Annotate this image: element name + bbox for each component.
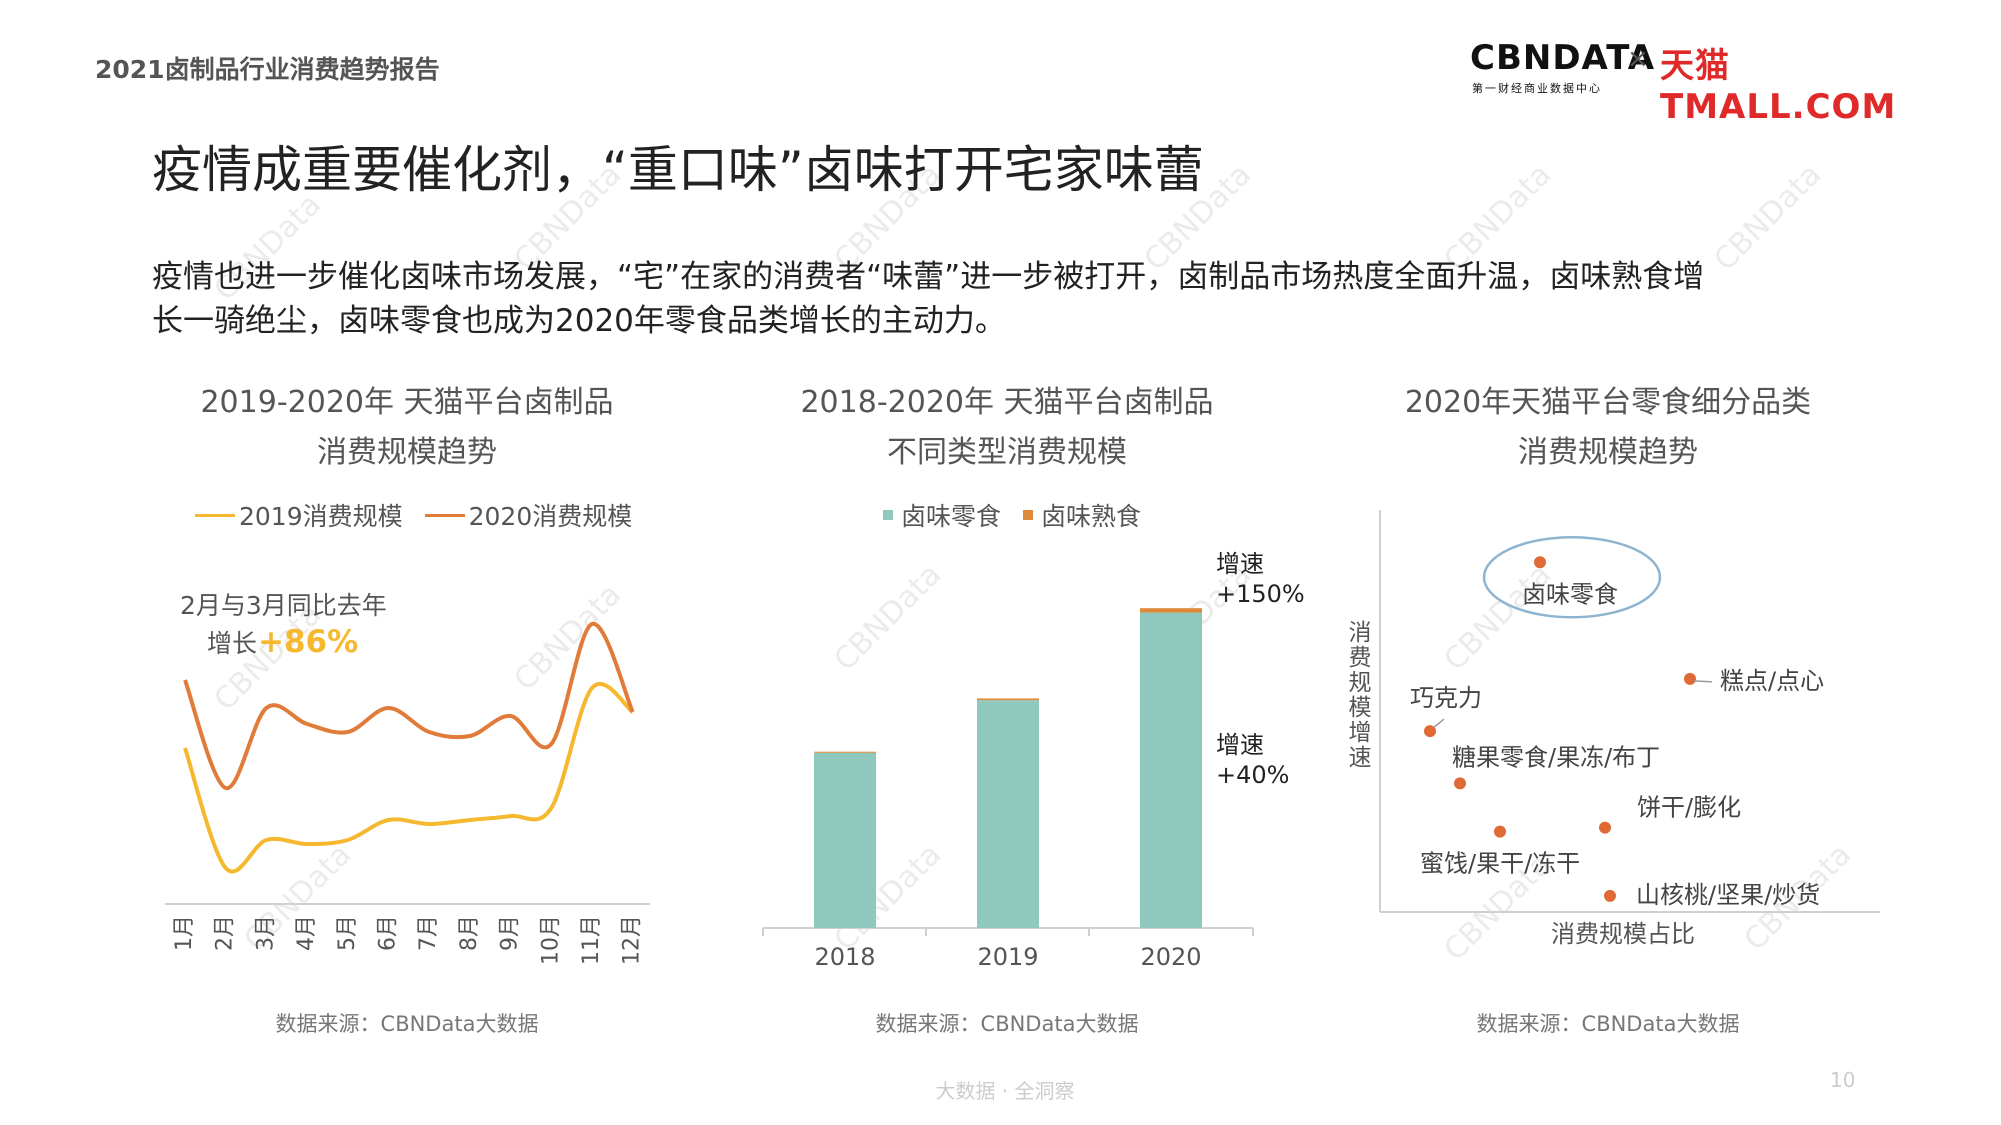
line-annotation-line-2: 增长 xyxy=(207,629,257,658)
bar-卤味零食-2020 xyxy=(1140,612,1202,928)
x-tick-label: 2019 xyxy=(977,943,1038,971)
x-tick-label: 11月 xyxy=(579,915,604,965)
x-tick-label: 1月 xyxy=(172,915,197,951)
scatter-y-label-char: 费 xyxy=(1349,645,1372,671)
page-title: 疫情成重要催化剂，“重口味”卤味打开宅家味蕾 xyxy=(152,141,1204,199)
line-annotation-value: +86% xyxy=(258,624,358,660)
bar-annotation-bottom-value: +40% xyxy=(1216,761,1289,789)
line-chart-title-line-1: 2019-2020年 天猫平台卤制品 xyxy=(200,385,614,420)
scatter-point-label: 蜜饯/果干/冻干 xyxy=(1420,850,1580,878)
bar-chart-title: 2018-2020年 天猫平台卤制品 不同类型消费规模 xyxy=(757,378,1257,478)
line-chart-legend: 2019消费规模 2020消费规模 xyxy=(195,497,654,533)
bar-chart-title-line-2: 不同类型消费规模 xyxy=(887,435,1127,470)
scatter-leader-line xyxy=(1432,718,1445,729)
scatter-chart-title: 2020年天猫平台零食细分品类 消费规模趋势 xyxy=(1358,378,1858,478)
bar-卤味零食-2018 xyxy=(814,752,876,928)
legend-item-cooked: 卤味熟食 xyxy=(1023,497,1141,533)
logo-separator: × xyxy=(1627,44,1649,74)
legend-label-snack: 卤味零食 xyxy=(901,502,1002,531)
scatter-point-label: 糕点/点心 xyxy=(1720,667,1824,695)
x-tick-label: 2018 xyxy=(814,943,875,971)
scatter-leader-line xyxy=(1693,680,1713,683)
x-tick-label: 6月 xyxy=(376,915,401,951)
scatter-point-label: 山核桃/坚果/炒货 xyxy=(1636,881,1820,909)
scatter-point-label: 糖果零食/果冻/布丁 xyxy=(1452,743,1660,771)
legend-swatch-2019 xyxy=(195,513,235,517)
scatter-point xyxy=(1604,889,1616,902)
scatter-chart-source: 数据来源：CBNData大数据 xyxy=(1476,1012,1740,1036)
footer-slogan: 大数据 · 全洞察 xyxy=(935,1079,1075,1103)
scatter-point xyxy=(1599,821,1611,834)
scatter-y-label-char: 规 xyxy=(1349,670,1372,696)
x-tick-label: 12月 xyxy=(620,915,645,965)
legend-label-cooked: 卤味熟食 xyxy=(1041,502,1142,531)
scatter-x-label: 消费规模占比 xyxy=(1551,920,1695,948)
scatter-y-label-char: 模 xyxy=(1349,695,1372,721)
legend-item-2019: 2019消费规模 xyxy=(195,497,403,533)
scatter-chart-title-line-1: 2020年天猫平台零食细分品类 xyxy=(1404,385,1812,420)
x-tick-label: 10月 xyxy=(538,915,563,965)
x-tick-label: 2020 xyxy=(1140,943,1201,971)
line-annotation-line-1: 2月与3月同比去年 xyxy=(180,591,387,620)
x-tick-label: 2月 xyxy=(213,915,238,951)
bar-annotation-top-value: +150% xyxy=(1216,580,1305,608)
scatter-y-label-char: 增 xyxy=(1349,720,1372,746)
scatter-point xyxy=(1454,777,1466,790)
legend-swatch-snack xyxy=(883,510,893,520)
highlight-ellipse xyxy=(1482,536,1662,619)
subtitle-line-2: 长一骑绝尘，卤味零食也成为2020年零食品类增长的主动力。 xyxy=(152,303,1006,339)
legend-item-2020: 2020消费规模 xyxy=(424,497,633,533)
brand-logos: CBNDATA 第一财经商业数据中心 × 天猫TMALL.COM xyxy=(1470,38,1910,127)
legend-item-snack: 卤味零食 xyxy=(883,497,1001,533)
bar-chart: 增速 +150% 增速 +40% 2018 2019 2020 xyxy=(762,550,1305,971)
line-series-2020消费规模 xyxy=(183,622,635,790)
bar-卤味零食-2019 xyxy=(977,700,1039,928)
line-series-2019消费规模 xyxy=(183,682,635,874)
legend-swatch-2020 xyxy=(424,513,465,517)
scatter-point-label: 巧克力 xyxy=(1410,684,1482,712)
x-tick-label: 7月 xyxy=(416,915,441,951)
bar-chart-source: 数据来源：CBNData大数据 xyxy=(875,1012,1139,1036)
legend-swatch-cooked xyxy=(1023,510,1034,520)
x-tick-label: 8月 xyxy=(457,915,482,951)
page-number: 10 xyxy=(1830,1068,1856,1092)
bar-chart-title-line-1: 2018-2020年 天猫平台卤制品 xyxy=(800,385,1214,420)
line-chart-source: 数据来源：CBNData大数据 xyxy=(275,1012,539,1036)
bar-annotation-top-label: 增速 xyxy=(1216,550,1264,578)
line-chart: 2月与3月同比去年 增长 +86% 1月 2月 3月 4月 5月 6月 7月 8月 9月 10月 1… xyxy=(165,591,650,965)
x-tick-label: 3月 xyxy=(253,915,278,951)
x-tick-label: 5月 xyxy=(335,915,360,951)
scatter-y-label-char: 速 xyxy=(1349,745,1372,771)
scatter-point xyxy=(1494,825,1506,838)
x-tick-label: 4月 xyxy=(294,915,319,951)
legend-label-2020: 2020消费规模 xyxy=(468,502,633,531)
bar-卤味熟食-2018 xyxy=(814,751,876,753)
scatter-point xyxy=(1534,556,1546,569)
page-subtitle: 疫情也进一步催化卤味市场发展，“宅”在家的消费者“味蕾”进一步被打开，卤制品市场… xyxy=(152,255,1872,343)
bar-chart-legend: 卤味零食 卤味熟食 xyxy=(883,497,1163,533)
scatter-point-label: 卤味零食 xyxy=(1522,580,1618,608)
scatter-point xyxy=(1684,672,1696,685)
tmall-logo: 天猫TMALL.COM xyxy=(1660,46,1897,127)
subtitle-line-1: 疫情也进一步催化卤味市场发展，“宅”在家的消费者“味蕾”进一步被打开，卤制品市场… xyxy=(152,259,1705,295)
scatter-chart-title-line-2: 消费规模趋势 xyxy=(1518,435,1698,470)
x-tick-label: 9月 xyxy=(498,915,523,951)
legend-label-2019: 2019消费规模 xyxy=(239,502,403,531)
bar-annotation-bottom-label: 增速 xyxy=(1216,731,1264,759)
report-tag: 2021卤制品行业消费趋势报告 xyxy=(95,55,440,84)
bar-卤味熟食-2019 xyxy=(977,698,1039,701)
cbndata-logo-subtitle: 第一财经商业数据中心 xyxy=(1472,82,1602,95)
scatter-y-label-char: 消 xyxy=(1349,620,1372,646)
cbndata-logo: CBNDATA xyxy=(1470,38,1656,78)
bar-卤味熟食-2020 xyxy=(1140,608,1202,613)
line-chart-title-line-2: 消费规模趋势 xyxy=(317,435,497,470)
line-chart-title: 2019-2020年 天猫平台卤制品 消费规模趋势 xyxy=(157,378,657,478)
scatter-point-label: 饼干/膨化 xyxy=(1637,794,1741,822)
